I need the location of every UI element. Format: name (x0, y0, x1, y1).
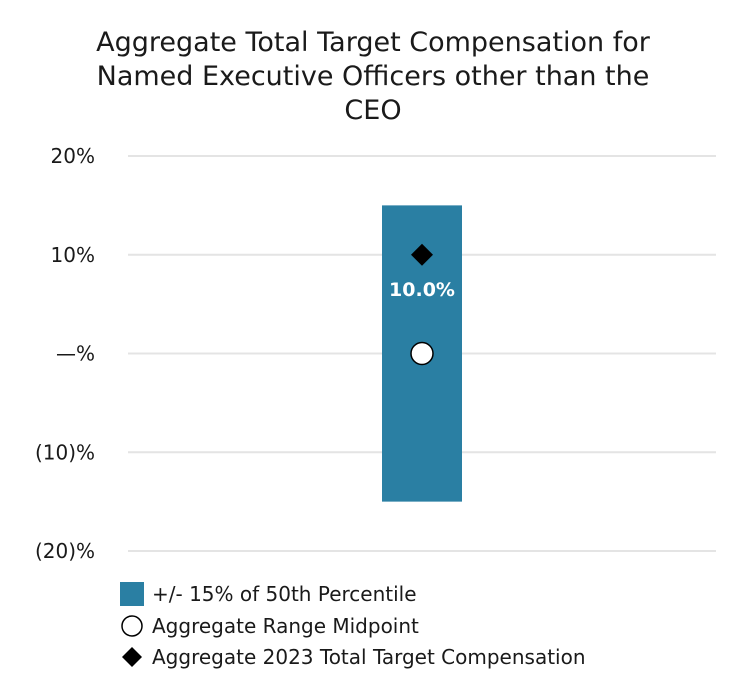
actual-compensation-marker (411, 243, 433, 266)
actual-value-label: 10.0% (389, 279, 455, 301)
chart-title: Aggregate Total Target Compensation for … (96, 27, 650, 126)
legend-diamond-icon (120, 645, 144, 669)
legend-circle-icon (120, 614, 144, 638)
legend-item-range: +/- 15% of 50th Percentile (120, 582, 417, 606)
y-axis-ticks: 20% 10% —% (10)% (20)% (35, 144, 95, 563)
legend-label-range: +/- 15% of 50th Percentile (152, 582, 417, 606)
y-tick-label: 10% (51, 243, 95, 267)
legend-item-actual: Aggregate 2023 Total Target Compensation (120, 645, 586, 669)
y-tick-label: —% (56, 342, 95, 366)
y-tick-label: (20)% (35, 539, 95, 563)
y-tick-label: (10)% (35, 440, 95, 464)
y-tick-label: 20% (51, 144, 95, 168)
legend-label-midpoint: Aggregate Range Midpoint (152, 614, 419, 638)
legend-square-icon (120, 582, 144, 606)
legend-label-actual: Aggregate 2023 Total Target Compensation (152, 645, 586, 669)
legend-item-midpoint: Aggregate Range Midpoint (120, 614, 419, 638)
range-midpoint-marker (410, 341, 434, 366)
